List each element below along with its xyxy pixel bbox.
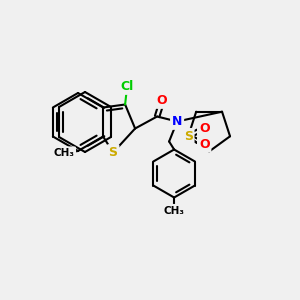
Text: N: N <box>172 115 182 128</box>
Text: S: S <box>109 146 118 159</box>
Text: O: O <box>199 122 209 135</box>
Text: CH₃: CH₃ <box>164 206 184 215</box>
Text: O: O <box>157 94 167 107</box>
Text: S: S <box>184 130 193 143</box>
Text: O: O <box>199 138 209 151</box>
Text: Cl: Cl <box>121 80 134 93</box>
Text: CH₃: CH₃ <box>53 148 74 158</box>
